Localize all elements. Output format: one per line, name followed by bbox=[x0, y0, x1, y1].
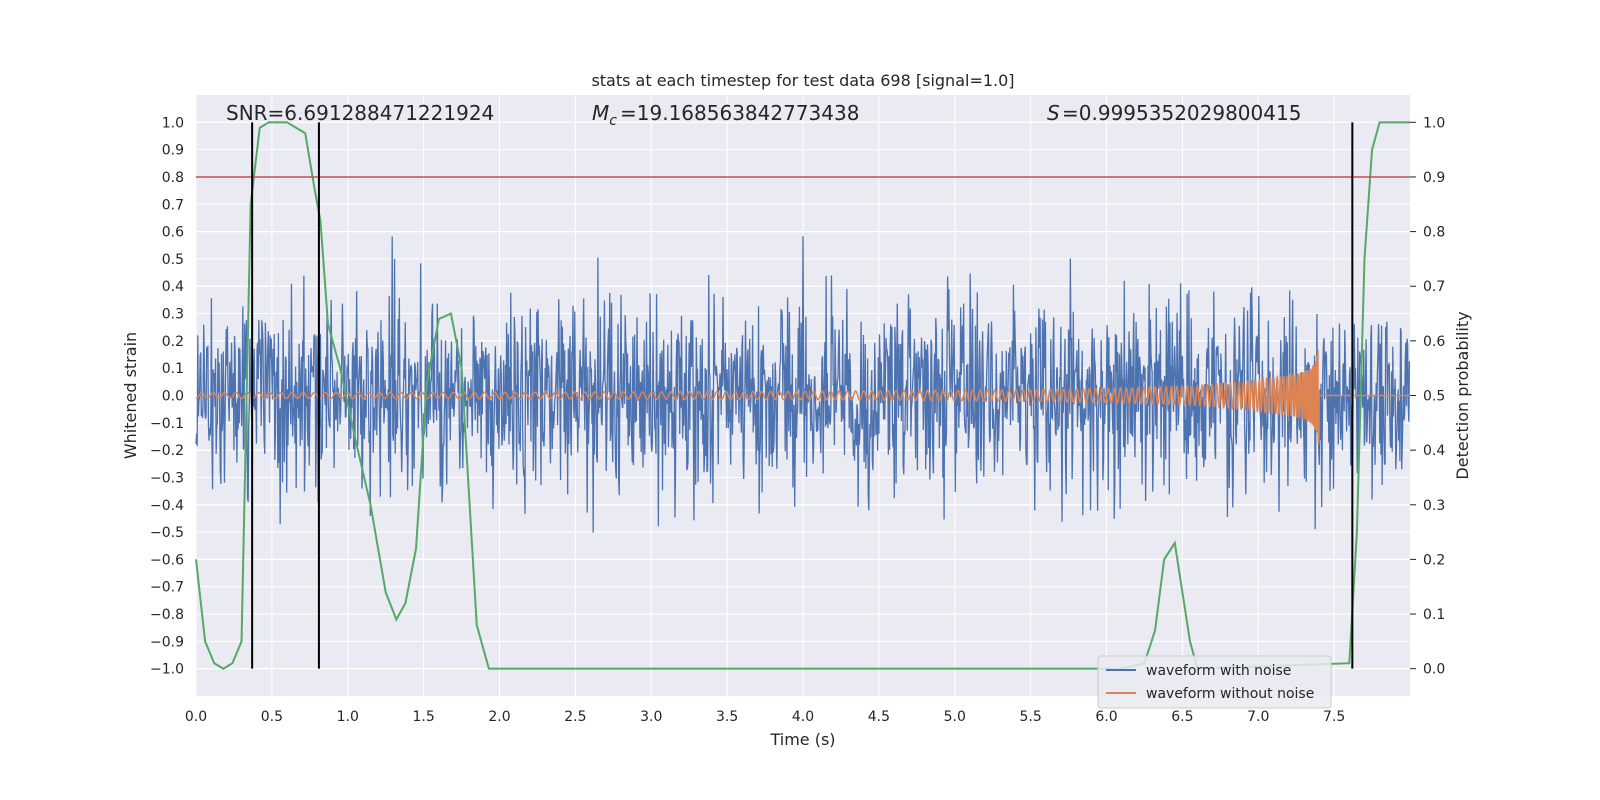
y-tick-label: −0.5 bbox=[150, 525, 184, 541]
annotation-mc: =19.168563842773438 bbox=[620, 101, 859, 125]
y2-tick-label: 0.0 bbox=[1423, 662, 1445, 678]
y-tick-label: 0.4 bbox=[162, 279, 184, 295]
y-tick-label: 0.1 bbox=[162, 361, 184, 377]
y2-tick-label: 1.0 bbox=[1423, 115, 1445, 131]
x-tick-label: 1.5 bbox=[412, 709, 434, 725]
y2-tick-label: 0.9 bbox=[1423, 170, 1445, 186]
x-tick-label: 0.0 bbox=[185, 709, 207, 725]
y-axis-label: Whitened strain bbox=[121, 332, 140, 459]
y-tick-label: 0.3 bbox=[162, 307, 184, 323]
annotation-s-symbol: S bbox=[1047, 101, 1060, 125]
y2-tick-label: 0.4 bbox=[1423, 443, 1445, 459]
y2-axis-label: Detection probability bbox=[1453, 311, 1472, 479]
y-tick-label: 0.2 bbox=[162, 334, 184, 350]
x-tick-label: 4.0 bbox=[792, 709, 814, 725]
legend-box bbox=[1097, 655, 1332, 709]
y2-tick-label: 0.6 bbox=[1423, 334, 1445, 350]
y2-tick-label: 0.5 bbox=[1423, 389, 1445, 405]
y-tick-label: −0.4 bbox=[150, 498, 184, 514]
x-tick-label: 1.0 bbox=[337, 709, 359, 725]
x-tick-label: 2.0 bbox=[488, 709, 510, 725]
x-tick-label: 6.0 bbox=[1095, 709, 1117, 725]
series-waveform-with-noise bbox=[195, 236, 1411, 533]
y2-tick-label: 0.3 bbox=[1423, 498, 1445, 514]
y-tick-label: −1.0 bbox=[150, 662, 184, 678]
y-tick-label: −0.7 bbox=[150, 580, 184, 596]
annotation-s: =0.9995352029800415 bbox=[1062, 101, 1301, 125]
y-tick-label: −0.9 bbox=[150, 634, 184, 650]
x-tick-label: 5.5 bbox=[1019, 709, 1041, 725]
y2-tick-label: 0.1 bbox=[1423, 607, 1445, 623]
y-tick-label: 1.0 bbox=[162, 115, 184, 131]
x-tick-label: 3.0 bbox=[640, 709, 662, 725]
x-tick-label: 0.5 bbox=[261, 709, 283, 725]
x-axis-label: Time (s) bbox=[769, 730, 835, 749]
y-tick-label: −0.1 bbox=[150, 416, 184, 432]
y-tick-label: −0.3 bbox=[150, 470, 184, 486]
ticks: 0.0 0.5 1.0 1.5 2.0 2.5 3.0 3.5 4.0 4.5 5.0 5.5 6.0 6… bbox=[150, 115, 1445, 725]
x-tick-label: 5.0 bbox=[944, 709, 966, 725]
y-tick-label: 0.0 bbox=[162, 389, 184, 405]
legend: waveform with noise waveform without noi… bbox=[1097, 655, 1332, 709]
annotation-snr: SNR=6.691288471221924 bbox=[226, 101, 494, 125]
y-tick-label: 0.7 bbox=[162, 197, 184, 213]
x-tick-label: 3.5 bbox=[716, 709, 738, 725]
y2-tick-label: 0.7 bbox=[1423, 279, 1445, 295]
y-tick-label: −0.6 bbox=[150, 552, 184, 568]
y-tick-label: 0.5 bbox=[162, 252, 184, 268]
legend-label-clean: waveform without noise bbox=[1146, 686, 1314, 702]
x-tick-label: 4.5 bbox=[868, 709, 890, 725]
y-tick-label: 0.8 bbox=[162, 170, 184, 186]
y2-tick-label: 0.2 bbox=[1423, 552, 1445, 568]
chart-title: stats at each timestep for test data 698… bbox=[591, 71, 1014, 90]
legend-label-noise: waveform with noise bbox=[1146, 663, 1291, 679]
y-tick-label: 0.6 bbox=[162, 225, 184, 241]
x-tick-label: 6.5 bbox=[1171, 709, 1193, 725]
x-tick-label: 7.0 bbox=[1247, 709, 1269, 725]
x-tick-label: 2.5 bbox=[564, 709, 586, 725]
series-waveform-without-noise bbox=[196, 350, 1410, 444]
y-tick-label: 0.9 bbox=[162, 143, 184, 159]
y-tick-label: −0.2 bbox=[150, 443, 184, 459]
x-tick-label: 7.5 bbox=[1323, 709, 1345, 725]
y-tick-label: −0.8 bbox=[150, 607, 184, 623]
y2-tick-label: 0.8 bbox=[1423, 225, 1445, 241]
